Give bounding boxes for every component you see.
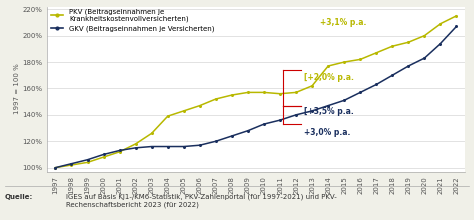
Text: +3,0% p.a.: +3,0% p.a.: [304, 128, 350, 137]
Text: [+2,0% p.a.: [+2,0% p.a.: [304, 73, 354, 82]
Legend: PKV (Beitragseinnahmen je
Krankheitskostenvollversicherten), GKV (Beitragseinnah: PKV (Beitragseinnahmen je Krankheitskost…: [51, 8, 214, 32]
Text: Quelle:: Quelle:: [5, 194, 33, 200]
Text: [+3,5% p.a.: [+3,5% p.a.: [304, 107, 354, 116]
Y-axis label: 1997 = 100 %: 1997 = 100 %: [14, 64, 19, 114]
Text: +3,1% p.a.: +3,1% p.a.: [320, 18, 366, 27]
Text: IGES auf Basis KJ1-/KM6-Statistik, PKV-Zahlenportal (für 1997-2021) und PKV-
Rec: IGES auf Basis KJ1-/KM6-Statistik, PKV-Z…: [66, 194, 337, 208]
